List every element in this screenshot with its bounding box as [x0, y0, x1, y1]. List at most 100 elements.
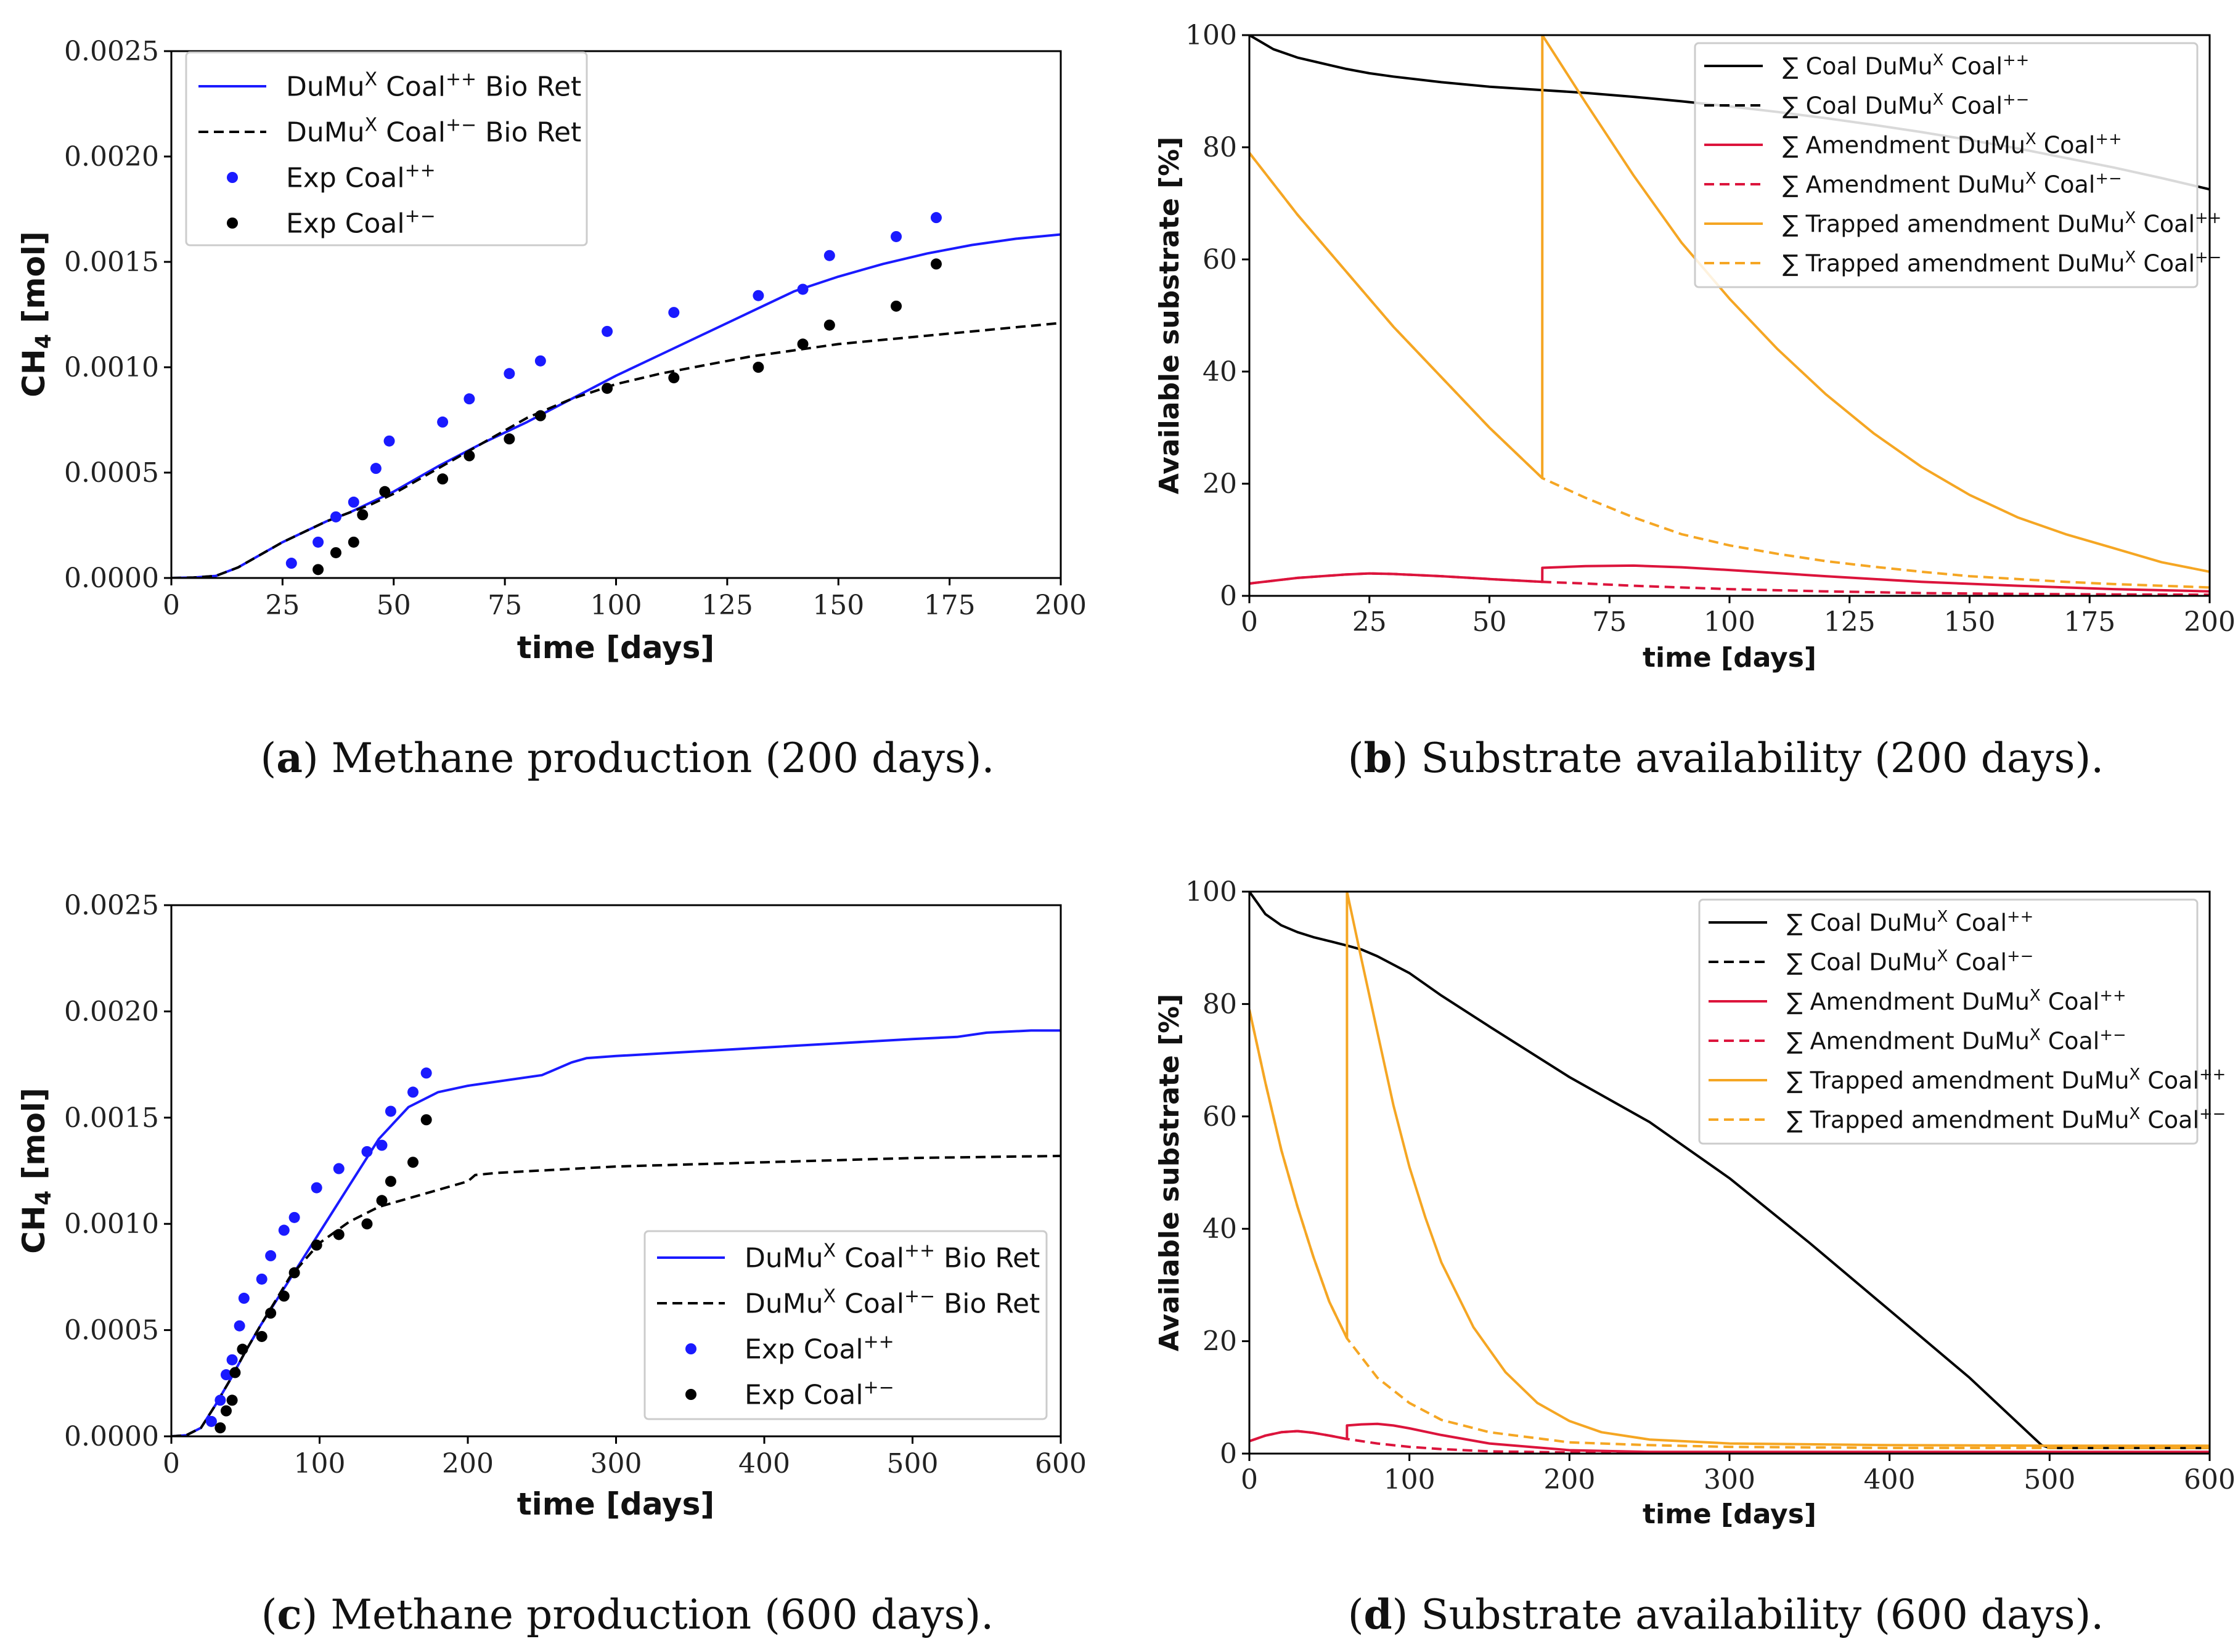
panel-a-ylabel: CH4 [mol] — [16, 231, 56, 397]
data-point-a-2-1 — [312, 536, 324, 548]
data-point-a-3-7 — [504, 433, 515, 445]
x-tick-label-b-6: 150 — [1944, 606, 1996, 638]
data-point-a-3-8 — [534, 410, 546, 421]
y-tick-label-a-4: 0.0020 — [64, 141, 159, 173]
series-line-d-4 — [1249, 1009, 2210, 1449]
series-line-b-4 — [1249, 152, 2210, 589]
data-point-c-2-10 — [311, 1182, 322, 1194]
x-tick-label-d-3: 300 — [1704, 1464, 1755, 1495]
panel-d-substrate-600: 0 100 200 300 400 500 600 0 20 40 60 80 100 time [da… — [1154, 876, 2236, 1530]
data-point-c-3-3 — [229, 1367, 241, 1378]
data-point-a-2-0 — [285, 558, 297, 569]
x-tick-label-b-0: 0 — [1241, 606, 1258, 638]
x-tick-label-d-2: 200 — [1543, 1464, 1595, 1495]
panel-c-legend-entries: DuMuX Coal++ Bio Ret DuMuX Coal+− Bio Ret… — [657, 1240, 1040, 1411]
data-point-c-2-6 — [256, 1273, 267, 1285]
panel-a-legend-box — [185, 51, 588, 246]
y-tick-label-c-1: 0.0005 — [64, 1315, 159, 1346]
data-point-a-3-3 — [357, 509, 369, 521]
y-tick-label-b-4: 80 — [1203, 132, 1237, 163]
x-tick-label-c-0: 0 — [163, 1448, 180, 1479]
data-point-a-2-7 — [464, 393, 475, 405]
legend-label-d-3: ∑ Amendment DuMuX Coal+− — [1787, 1026, 2126, 1054]
panel-a-legend-entries: DuMuX Coal++ Bio Ret DuMuX Coal+− Bio Ret… — [198, 69, 581, 239]
legend-swatch-c-2 — [685, 1343, 696, 1354]
x-tick-label-a-2: 50 — [377, 590, 411, 621]
data-point-a-3-11 — [753, 362, 764, 373]
panel-d-legend-entries: ∑ Coal DuMuX Coal++ ∑ Coal DuMuX Coal+− ∑ … — [1709, 908, 2226, 1133]
y-tick-label-c-2: 0.0010 — [64, 1208, 159, 1240]
y-tick-label-b-2: 40 — [1203, 356, 1237, 388]
data-point-a-3-0 — [312, 564, 324, 576]
x-tick-label-c-6: 600 — [1035, 1448, 1087, 1479]
panel-a-ticks: 0 25 50 75 100 125 150 175 200 0.0000 0.0005 0.0010… — [64, 36, 1087, 621]
legend-label-a-0: DuMuX Coal++ Bio Ret — [286, 69, 581, 103]
data-point-a-3-9 — [602, 383, 613, 394]
y-tick-label-d-2: 40 — [1203, 1213, 1237, 1245]
panel-d-legend: ∑ Coal DuMuX Coal++ ∑ Coal DuMuX Coal+− ∑ … — [1698, 898, 2226, 1145]
series-line-b-2 — [1249, 572, 2210, 596]
x-tick-label-c-1: 100 — [294, 1448, 346, 1479]
series-line-b-1 — [1249, 564, 2210, 593]
y-tick-label-b-1: 20 — [1203, 468, 1237, 500]
y-tick-label-c-0: 0.0000 — [64, 1421, 159, 1452]
x-tick-label-b-2: 50 — [1472, 606, 1507, 638]
legend-label-d-5: ∑ Trapped amendment DuMuX Coal+− — [1787, 1105, 2226, 1133]
legend-label-b-2: ∑ Amendment DuMuX Coal++ — [1783, 130, 2122, 158]
data-point-c-3-7 — [278, 1290, 290, 1302]
data-point-a-3-2 — [348, 536, 359, 548]
data-point-c-2-3 — [226, 1354, 238, 1365]
caption-b: (b) Substrate availability (200 days). — [1348, 734, 2104, 782]
x-tick-label-a-1: 25 — [265, 590, 300, 621]
data-point-a-3-10 — [668, 372, 680, 384]
x-tick-label-d-6: 600 — [2184, 1464, 2236, 1495]
caption-d: (d) Substrate availability (600 days). — [1348, 1590, 2104, 1638]
panel-c-xlabel: time [days] — [517, 1486, 715, 1522]
data-point-c-3-1 — [220, 1405, 232, 1417]
data-point-a-3-1 — [330, 547, 341, 558]
data-point-a-2-11 — [668, 307, 680, 319]
y-tick-label-c-4: 0.0020 — [64, 996, 159, 1027]
data-point-c-3-12 — [376, 1195, 388, 1206]
x-tick-label-b-3: 75 — [1592, 606, 1627, 638]
y-tick-label-d-1: 20 — [1203, 1326, 1237, 1357]
data-point-c-2-13 — [376, 1139, 388, 1151]
x-tick-label-b-5: 125 — [1824, 606, 1876, 638]
data-point-a-2-4 — [370, 463, 382, 474]
data-point-c-3-11 — [361, 1218, 373, 1230]
panel-b-ticks: 0 25 50 75 100 125 150 175 200 0 20 40 60 80 100 — [1185, 20, 2236, 638]
panel-b-legend-box — [1694, 42, 2199, 288]
data-point-c-2-12 — [361, 1145, 373, 1157]
data-point-c-2-14 — [385, 1105, 396, 1117]
data-point-c-2-8 — [278, 1224, 290, 1236]
panel-c-methane-600: 0 100 200 300 400 500 600 0.0000 0.0005 0.0010 0.0… — [16, 890, 1087, 1522]
panel-a-methane-200: 0 25 50 75 100 125 150 175 200 0.0000 0.0005 0.0010… — [16, 36, 1087, 665]
series-line-d-0 — [1249, 892, 2210, 1449]
x-tick-label-a-4: 100 — [590, 590, 642, 621]
data-point-c-3-10 — [333, 1229, 345, 1240]
caption-c: (c) Methane production (600 days). — [261, 1590, 994, 1638]
data-point-c-3-5 — [256, 1330, 267, 1342]
data-point-c-2-7 — [265, 1250, 277, 1261]
legend-label-c-0: DuMuX Coal++ Bio Ret — [745, 1240, 1040, 1274]
x-tick-label-c-2: 200 — [442, 1448, 494, 1479]
data-point-c-3-0 — [214, 1422, 226, 1434]
legend-label-b-4: ∑ Trapped amendment DuMuX Coal++ — [1783, 209, 2221, 237]
data-point-a-2-10 — [602, 325, 613, 337]
legend-label-c-3: Exp Coal+− — [745, 1377, 894, 1411]
legend-label-d-1: ∑ Coal DuMuX Coal+− — [1787, 947, 2033, 975]
data-point-a-2-9 — [534, 355, 546, 367]
panel-c-ylabel: CH4 [mol] — [16, 1088, 56, 1254]
data-point-a-3-6 — [464, 450, 475, 462]
y-tick-label-b-5: 100 — [1185, 20, 1237, 51]
x-tick-label-c-3: 300 — [590, 1448, 642, 1479]
data-point-a-3-14 — [891, 300, 902, 312]
data-point-c-3-8 — [288, 1267, 300, 1279]
data-point-a-2-15 — [891, 230, 902, 242]
legend-label-d-2: ∑ Amendment DuMuX Coal++ — [1787, 987, 2126, 1015]
data-point-c-2-0 — [205, 1415, 217, 1427]
panel-d-ticks: 0 100 200 300 400 500 600 0 20 40 60 80 100 — [1185, 876, 2236, 1495]
data-point-c-3-13 — [385, 1176, 396, 1187]
caption-a: (a) Methane production (200 days). — [260, 734, 994, 782]
panel-b-substrate-200: 0 25 50 75 100 125 150 175 200 0 20 40 60 80 100 time … — [1154, 20, 2236, 673]
